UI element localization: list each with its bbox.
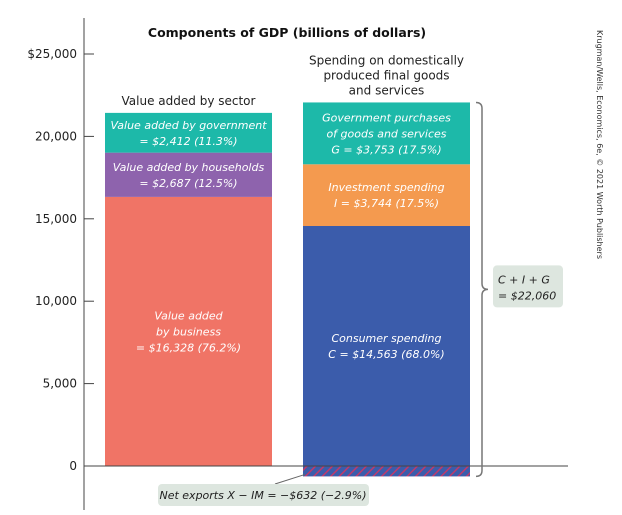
y-tick-label: $25,000 xyxy=(27,47,77,61)
y-tick-label: 20,000 xyxy=(35,129,77,143)
group-label: Spending on domestically xyxy=(309,53,464,67)
bar-segment-net_exports xyxy=(303,466,470,477)
segment-label-households: = $2,687 (12.5%) xyxy=(139,177,237,190)
segment-label-investment: I = $3,744 (17.5%) xyxy=(334,197,439,210)
segment-label-consumer: Consumer spending xyxy=(331,332,441,345)
net-exports-leader xyxy=(274,473,306,485)
segment-label-consumer: C = $14,563 (68.0%) xyxy=(328,348,444,361)
segment-label-government_purchases: of goods and services xyxy=(326,127,446,140)
bar-segment-business xyxy=(105,196,272,467)
segment-label-government: Value added by government xyxy=(110,119,267,132)
segment-label-business: Value added xyxy=(154,309,223,322)
bar-stacks xyxy=(105,102,470,477)
group-label: Value added by sector xyxy=(122,94,256,108)
bar-segment-households xyxy=(105,152,272,197)
total-label: C + I + G xyxy=(498,273,550,286)
chart-title: Components of GDP (billions of dollars) xyxy=(148,25,426,40)
group-label: and services xyxy=(349,83,425,97)
credit-line: Krugman/Wells, Economics, 6e, © 2021 Wor… xyxy=(595,30,604,259)
total-box xyxy=(493,265,563,308)
segment-labels: Value added by business = $16,328 (76.2%) V… xyxy=(110,111,451,361)
net-exports-label: Net exports X − IM = −$632 (−2.9%) xyxy=(159,489,366,502)
y-tick-label: 0 xyxy=(69,459,77,473)
bar-segment-investment xyxy=(303,164,470,227)
total-bracket xyxy=(475,101,489,478)
group-label: produced final goods xyxy=(323,68,449,82)
segment-label-government: = $2,412 (11.3%) xyxy=(139,135,237,148)
net-exports-box xyxy=(158,484,369,506)
segment-label-households: Value added by households xyxy=(113,161,265,174)
segment-label-government_purchases: G = $3,753 (17.5%) xyxy=(331,143,441,156)
segment-label-investment: Investment spending xyxy=(328,181,444,194)
total-label: = $22,060 xyxy=(498,289,556,302)
annotations: Value added by sector Spending on domesti… xyxy=(122,53,563,506)
bar-segment-government xyxy=(105,112,272,153)
y-tick-label: 10,000 xyxy=(35,294,77,308)
y-tick-label: 15,000 xyxy=(35,212,77,226)
y-axis-ticks: 0 5,000 10,000 15,000 20,000 $25,000 xyxy=(27,47,94,473)
segment-label-government_purchases: Government purchases xyxy=(322,111,451,124)
segment-label-business: by business xyxy=(156,325,221,338)
bar-segment-government_purchases xyxy=(303,102,470,165)
y-tick-label: 5,000 xyxy=(43,377,77,391)
segment-label-business: = $16,328 (76.2%) xyxy=(136,341,241,354)
bar-segment-consumer xyxy=(303,226,470,466)
